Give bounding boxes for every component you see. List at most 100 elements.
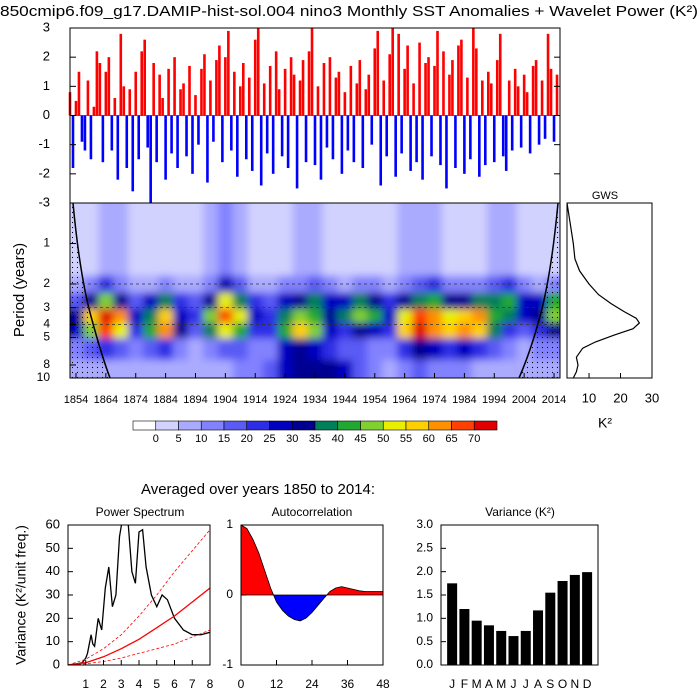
colorbar-label: 35 [309,433,321,445]
power-cell [158,338,174,361]
y-tick-label: -2 [38,165,50,180]
bar [513,68,517,116]
colorbar-box [314,420,339,431]
y-tick-label: 1 [226,517,233,531]
y-tick-label: 2.0 [416,564,433,578]
colorbar-box [360,420,384,431]
power-cell [382,292,398,310]
colorbar-label: 65 [445,433,457,445]
bar [179,89,182,116]
power-cell [486,322,503,339]
power-cell [367,275,383,294]
colorbar-label: 30 [286,433,298,445]
coi-curve [72,203,111,378]
power-cell [412,322,428,339]
power-cell [232,275,249,294]
x-tick-label: F [461,677,468,691]
bar [104,71,108,116]
bar [448,74,451,116]
power-cell [292,360,309,378]
colorbar-box [132,420,157,431]
power-cell [382,338,398,361]
power-cell [427,360,443,378]
power-cell [247,292,264,310]
power-cell [322,203,338,277]
power-cell [188,275,204,294]
bar [469,115,472,160]
power-cell [143,360,159,378]
bar [128,89,132,116]
power-cell [427,338,443,361]
power-cell [486,275,503,294]
power-cell [277,360,294,378]
power-cell [128,275,144,294]
power-cell [128,338,144,361]
x-tick-label: 2 [100,677,107,691]
bar [71,115,75,168]
power-cell [188,322,204,339]
bar [400,115,403,154]
power-cell [292,203,309,277]
power-cell [83,275,99,294]
bar [328,57,332,116]
power-cell [277,203,294,277]
bar [173,57,176,116]
x-axis-label: K² [598,415,612,431]
power-cell [202,309,219,324]
x-tick-label: 2014 [542,394,566,406]
power-cell [262,309,279,324]
power-cell [441,338,458,361]
bar [466,77,469,116]
colorbar-box [473,420,498,431]
power-cell [292,292,309,310]
y-tick-label: 10 [37,370,51,384]
power-cell [456,292,473,310]
plot-frame [67,524,211,666]
power-cell [202,203,219,277]
power-cell [441,203,458,277]
bar [534,60,538,116]
x-tick-label: 0 [238,677,245,691]
power-cell [98,292,114,310]
caption: Averaged over years 1850 to 2014: [141,481,375,498]
coi-hatch [70,203,110,378]
power-cell [292,338,309,361]
power-cell [173,322,189,339]
power-cell [352,203,368,277]
power-cell [188,360,204,378]
bar [313,115,317,166]
power-cell [471,322,488,339]
y-tick-label: 3.0 [416,517,433,531]
x-tick-label: O [558,677,567,691]
power-cell [98,322,114,339]
bar [188,65,191,116]
power-cell [486,203,503,277]
bar [316,86,320,116]
y-tick-label: 0 [226,587,233,601]
power-cell [322,292,338,310]
power-cell [173,292,189,310]
power-cell [83,203,99,277]
bar [495,60,499,116]
power-cell [337,360,353,378]
colorbar-box [428,420,452,431]
bar [185,115,188,157]
bar [83,115,87,151]
power-cell [188,203,204,277]
power-cell [397,309,413,324]
bar [98,63,102,116]
power-cell [292,275,309,294]
power-cell [337,322,353,339]
y-tick-label: 3 [43,19,50,34]
spectrum-line [68,529,210,665]
acf-line [240,524,383,622]
bar [427,57,430,116]
power-cell [247,360,264,378]
bar [391,28,394,116]
bar [445,115,448,189]
bar [170,115,173,154]
power-cell [382,322,398,339]
positive-area [241,525,383,595]
panel-title: Power Spectrum [96,505,185,519]
x-tick-label: J [449,677,455,691]
